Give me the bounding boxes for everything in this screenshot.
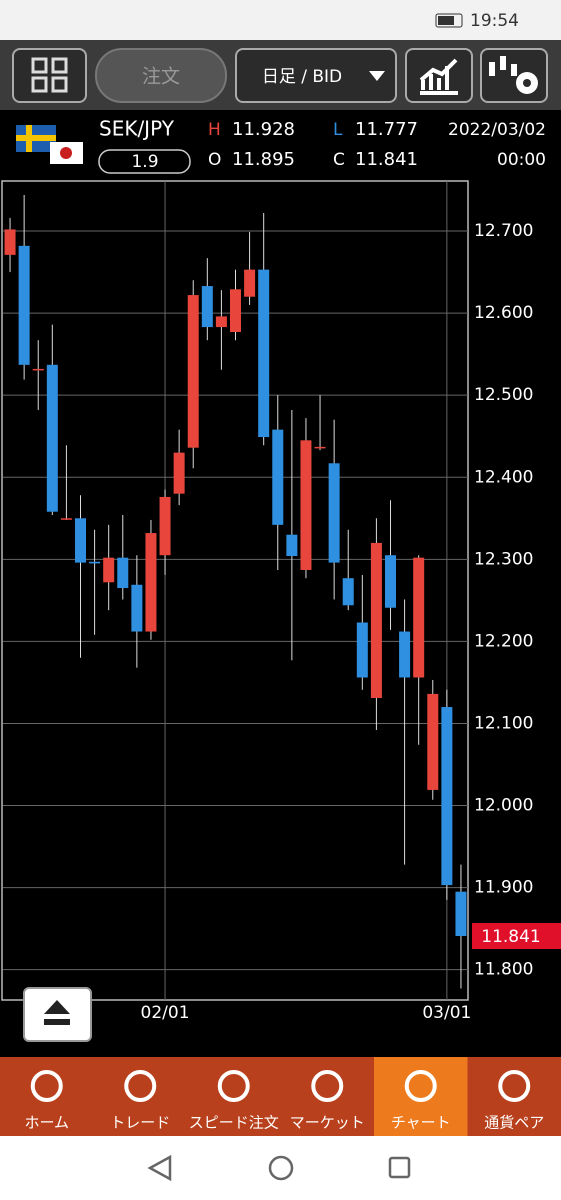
current-price-box xyxy=(472,922,561,949)
candle-body xyxy=(427,693,439,790)
candle-body xyxy=(159,496,171,556)
candle-body xyxy=(328,463,340,563)
nav-items: ホーム トレード スピード注文 マーケット チャート 通貨ペア xyxy=(24,1057,544,1136)
x-tick-label: 02/01 xyxy=(141,1003,190,1023)
candle-body xyxy=(230,289,241,332)
candle-body xyxy=(300,440,312,570)
back-button[interactable] xyxy=(147,1154,172,1182)
dropdown-arrow xyxy=(369,71,385,81)
candle-body xyxy=(441,707,453,886)
candle-body xyxy=(131,584,143,632)
nav-label: ホーム xyxy=(24,1114,69,1132)
collapse-button[interactable] xyxy=(23,987,92,1042)
high-value: 11.928 xyxy=(232,119,295,140)
open-label: O xyxy=(208,150,221,170)
candle-body xyxy=(385,555,396,608)
low-value: 11.777 xyxy=(355,119,418,140)
y-tick-label: 12.600 xyxy=(474,303,533,323)
spread: 1.9 xyxy=(131,152,158,172)
candle-body xyxy=(75,518,86,563)
nav-label: マーケット xyxy=(290,1114,365,1132)
candle-body xyxy=(314,446,326,449)
candle-body xyxy=(455,891,467,936)
nav-icon xyxy=(30,1070,63,1102)
system-nav xyxy=(0,1136,561,1200)
battery-level xyxy=(438,16,454,25)
quote-time: 00:00 xyxy=(497,150,546,170)
candle-body xyxy=(60,518,72,520)
candle-body xyxy=(258,269,270,438)
candle-body xyxy=(244,269,256,297)
nav-icon xyxy=(404,1070,437,1102)
candle-body xyxy=(117,557,129,589)
current-price: 11.841 xyxy=(481,927,540,947)
y-tick-label: 12.000 xyxy=(474,796,533,816)
candle-body xyxy=(286,534,298,557)
x-tick-label: 03/01 xyxy=(422,1003,471,1023)
y-tick-label: 11.800 xyxy=(474,960,533,980)
quote-date: 2022/03/02 xyxy=(448,120,546,140)
nav-icon xyxy=(498,1070,531,1102)
home-button[interactable] xyxy=(268,1155,294,1181)
settings-icon xyxy=(489,56,538,94)
candle-body xyxy=(215,316,227,328)
menu-button[interactable] xyxy=(12,48,87,103)
y-tick-label: 12.100 xyxy=(474,713,533,733)
order-label: 注文 xyxy=(142,66,180,88)
candle-body xyxy=(272,429,284,525)
candle-body xyxy=(399,631,411,678)
open-value: 11.895 xyxy=(232,149,295,170)
candle-body xyxy=(370,542,382,699)
candle-body xyxy=(32,368,44,371)
chart: 11.800 11.900 12.000 12.100 12.200 12.300 12.4… xyxy=(3,181,561,1023)
nav-icon xyxy=(217,1070,250,1102)
order-button[interactable] xyxy=(95,48,227,103)
y-tick-label: 12.300 xyxy=(474,549,533,569)
candle-body xyxy=(46,364,58,512)
candle-body xyxy=(187,295,199,448)
flag-jp xyxy=(50,142,83,164)
candle-body xyxy=(89,561,101,564)
menu-icon xyxy=(31,57,68,93)
y-tick-label: 12.400 xyxy=(474,467,533,487)
candle-body xyxy=(18,245,30,365)
eject-icon xyxy=(44,1000,70,1025)
candle-body xyxy=(413,557,425,678)
y-tick-label: 12.200 xyxy=(474,631,533,651)
close-value: 11.841 xyxy=(355,149,418,170)
candle-body xyxy=(342,578,354,606)
nav-label: チャート xyxy=(391,1114,451,1132)
nav-icon xyxy=(124,1070,157,1102)
candle-body xyxy=(4,229,16,255)
y-tick-label: 11.900 xyxy=(474,878,533,898)
nav-label: スピード注文 xyxy=(189,1114,279,1132)
y-tick-label: 12.700 xyxy=(474,221,533,241)
candle-body xyxy=(356,622,368,678)
nav-icon xyxy=(311,1070,344,1102)
recents-button[interactable] xyxy=(388,1156,411,1179)
candle-body xyxy=(145,533,157,632)
close-label: C xyxy=(333,150,345,170)
nav-label: 通貨ペア xyxy=(484,1114,544,1132)
candle-body xyxy=(173,452,185,494)
flag-se xyxy=(16,125,56,152)
y-tick-label: 12.500 xyxy=(474,385,533,405)
spread-box xyxy=(98,149,191,174)
candle-body xyxy=(103,557,115,583)
indicator-icon xyxy=(419,58,458,95)
battery xyxy=(435,13,463,28)
high-label: H xyxy=(208,120,221,140)
status-time: 19:54 xyxy=(470,11,519,31)
candle-body xyxy=(201,286,213,328)
symbol: SEK/JPY xyxy=(99,117,175,141)
period-label: 日足 / BID xyxy=(262,67,342,87)
period-select[interactable] xyxy=(235,48,397,103)
low-label: L xyxy=(333,120,343,140)
nav-label: トレード xyxy=(110,1114,170,1132)
status-bar xyxy=(0,0,561,40)
